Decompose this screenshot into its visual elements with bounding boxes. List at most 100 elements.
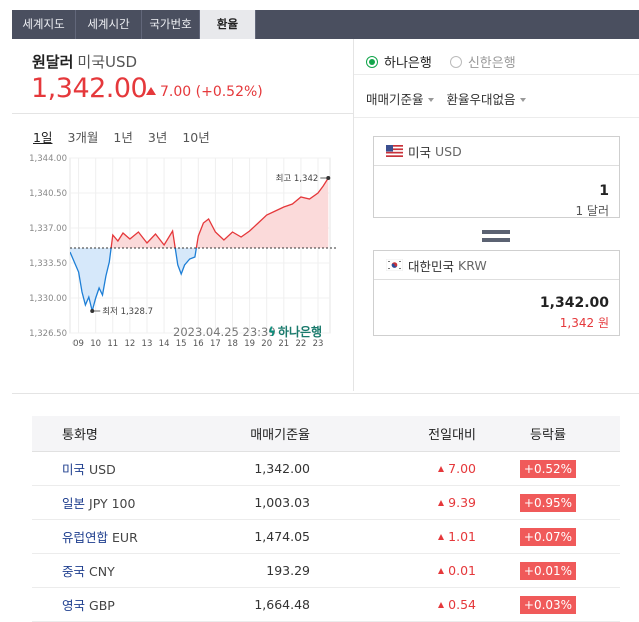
- area-down: [70, 248, 329, 311]
- day-change: 0.54: [310, 597, 476, 612]
- price-change-value: 7.00 (+0.52%): [160, 84, 263, 100]
- series-line-up: [110, 177, 329, 248]
- period-1d[interactable]: 1일: [33, 130, 53, 145]
- radio-checked-icon: [366, 55, 378, 68]
- tab-exchange-rate[interactable]: 환율: [200, 10, 256, 39]
- from-amount-input[interactable]: [374, 180, 619, 202]
- base-rate: 1,342.00: [254, 461, 310, 476]
- to-amount-input[interactable]: [374, 292, 619, 314]
- day-change: 0.01: [310, 563, 476, 578]
- y-tick-label: 1,330.00: [29, 294, 67, 304]
- x-tick-label: 23: [313, 339, 324, 349]
- table-row: 영국 GBP 1,664.48 0.54 +0.03%: [32, 588, 620, 622]
- period-3y[interactable]: 3년: [147, 130, 168, 145]
- currency-code: USD: [89, 462, 116, 477]
- from-country: 미국: [408, 144, 432, 160]
- day-change: 9.39: [310, 495, 476, 510]
- x-tick-label: 11: [107, 339, 118, 349]
- table-header: 통화명 매매기준율 전일대비 등락률: [32, 416, 620, 452]
- col-change-rate: 등락률: [530, 428, 566, 443]
- from-currency-selector[interactable]: 미국 USD: [374, 137, 619, 166]
- from-code: USD: [435, 143, 462, 159]
- currency-link[interactable]: 영국: [62, 598, 86, 613]
- pair-code: 미국USD: [77, 53, 138, 71]
- exchange-rate-table: 통화명 매매기준율 전일대비 등락률 미국 USD 1,342.00 7.00 +…: [32, 416, 620, 622]
- current-price: 1,342.00: [31, 73, 148, 104]
- currency-link[interactable]: 유럽연합: [62, 530, 109, 545]
- tab-world-map[interactable]: 세계지도: [12, 10, 76, 39]
- equals-icon: [482, 230, 510, 246]
- currency-code: GBP: [89, 598, 115, 613]
- up-arrow-icon: [438, 466, 445, 472]
- x-tick-label: 10: [90, 339, 101, 349]
- currency-link[interactable]: 중국: [62, 564, 86, 579]
- moon-icon: ☾: [72, 339, 80, 349]
- preference-dropdown[interactable]: 환율우대없음: [447, 89, 526, 108]
- up-arrow-icon: [438, 500, 445, 506]
- area-up: [70, 178, 329, 248]
- y-tick-label: 1,344.00: [29, 154, 67, 164]
- to-amount-text: 1,342 원: [559, 316, 609, 330]
- bank-radio-hana[interactable]: 하나은행: [366, 52, 432, 71]
- x-tick-label: 09: [73, 339, 84, 349]
- col-change: 전일대비: [428, 428, 476, 443]
- day-change: 1.01: [310, 529, 476, 544]
- up-arrow-icon: [438, 602, 445, 608]
- period-3m[interactable]: 3개월: [67, 130, 99, 145]
- table-row: 중국 CNY 193.29 0.01 +0.01%: [32, 554, 620, 588]
- rate-type-label: 매매기준율: [366, 92, 424, 107]
- converter-panel: 하나은행 신한은행 매매기준율 환율우대없음 미국USD 1 달러: [354, 39, 639, 391]
- chart-timestamp: 2023.04.25 23:39: [173, 325, 276, 339]
- currency-code: CNY: [89, 564, 115, 579]
- series-line-down: [70, 248, 198, 312]
- day-change-value: 0.54: [448, 597, 476, 612]
- period-selector: 1일 3개월 1년 3년 10년: [33, 127, 225, 146]
- low-label: 최저 1,328.7: [102, 306, 153, 317]
- rate-options: 매매기준율 환율우대없음: [366, 89, 539, 108]
- to-currency-selector[interactable]: 대한민국 KRW: [374, 251, 619, 280]
- rate-type-dropdown[interactable]: 매매기준율: [366, 89, 434, 108]
- price-change: 7.00 (+0.52%): [146, 84, 263, 100]
- tab-country-code[interactable]: 국가번호: [142, 10, 200, 39]
- to-country: 대한민국: [408, 258, 455, 274]
- currency-link[interactable]: 미국: [62, 462, 86, 477]
- x-tick-label: 18: [227, 339, 238, 349]
- x-tick-label: 20: [261, 339, 272, 349]
- day-change-value: 7.00: [448, 461, 476, 476]
- table-row: 유럽연합 EUR 1,474.05 1.01 +0.07%: [32, 520, 620, 554]
- y-tick-label: 1,333.50: [29, 259, 67, 269]
- radio-unchecked-icon: [449, 55, 462, 68]
- up-arrow-icon: [438, 534, 445, 540]
- preference-label: 환율우대없음: [446, 92, 516, 107]
- x-tick-label: 22: [296, 339, 307, 349]
- bank-radio-label: 하나은행: [384, 56, 432, 71]
- currency-link[interactable]: 일본: [62, 496, 86, 511]
- day-change: 7.00: [310, 461, 476, 476]
- day-change-value: 0.01: [448, 563, 476, 578]
- up-arrow-icon: [438, 568, 445, 574]
- col-base-rate: 매매기준율: [250, 428, 310, 443]
- y-tick-label: 1,340.50: [29, 189, 67, 199]
- bank-radio-shinhan[interactable]: 신한은행: [449, 52, 516, 71]
- x-tick-label: 12: [124, 339, 135, 349]
- tab-world-time[interactable]: 세계시간: [76, 10, 142, 39]
- x-tick-label: 17: [210, 339, 221, 349]
- bank-logo: ϟ 하나은행: [268, 323, 322, 340]
- low-point: [90, 309, 95, 313]
- base-rate: 193.29: [266, 563, 310, 578]
- top-tab-bar: 세계지도 세계시간 국가번호 환율: [12, 10, 639, 39]
- y-tick-label: 1,337.00: [29, 224, 67, 234]
- from-amount-text: 1 달러: [575, 204, 609, 218]
- x-tick-label: 14: [159, 339, 170, 349]
- period-10y[interactable]: 10년: [182, 130, 210, 145]
- change-rate-badge: +0.52%: [519, 459, 577, 478]
- chevron-down-icon: [427, 98, 434, 102]
- change-rate-badge: +0.01%: [519, 561, 577, 580]
- col-currency: 통화명: [62, 428, 98, 443]
- period-1y[interactable]: 1년: [113, 130, 133, 145]
- x-tick-label: 21: [278, 339, 289, 349]
- up-arrow-icon: [146, 87, 156, 95]
- x-tick-label: 19: [244, 339, 255, 349]
- bank-selector: 하나은행 신한은행: [366, 52, 534, 71]
